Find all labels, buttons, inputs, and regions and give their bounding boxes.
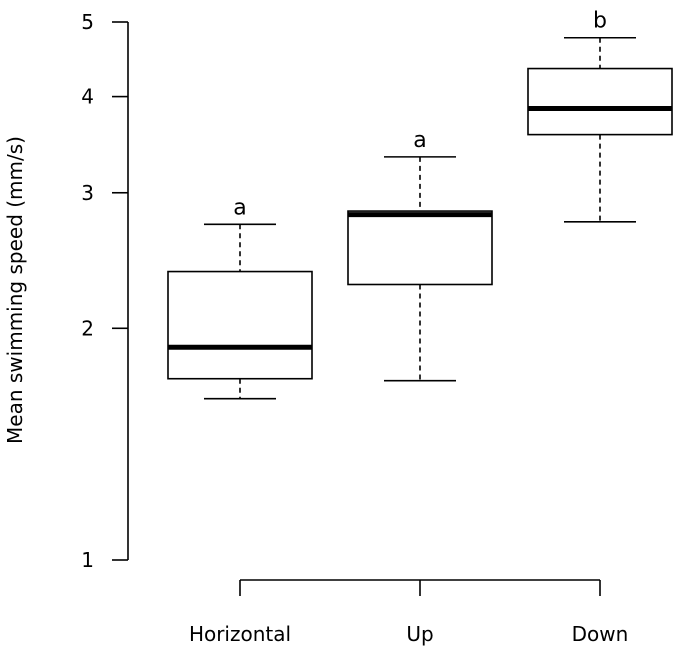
y-axis-title: Mean swimming speed (mm/s) <box>3 136 27 444</box>
significance-letter: a <box>413 128 426 153</box>
y-axis-ticks: 1 2 3 4 5 <box>81 10 128 572</box>
x-category-label: Down <box>572 622 629 646</box>
y-tick-label: 3 <box>81 181 94 205</box>
box-iqr <box>347 210 493 286</box>
significance-letter: b <box>593 9 607 34</box>
y-tick-label: 5 <box>81 10 94 34</box>
x-axis-ticks: Horizontal Up Down <box>189 580 628 646</box>
box-iqr <box>167 270 313 380</box>
y-tick-label: 2 <box>81 316 94 340</box>
y-tick-label: 1 <box>81 548 94 572</box>
box-series: a a b <box>167 9 673 400</box>
y-tick-label: 4 <box>81 85 94 109</box>
significance-letter: a <box>233 195 246 220</box>
box-down: b <box>527 9 673 223</box>
x-category-label: Up <box>406 622 433 646</box>
x-category-label: Horizontal <box>189 622 291 646</box>
box-horizontal: a <box>167 195 313 400</box>
box-iqr <box>527 67 673 136</box>
box-up: a <box>347 128 493 382</box>
